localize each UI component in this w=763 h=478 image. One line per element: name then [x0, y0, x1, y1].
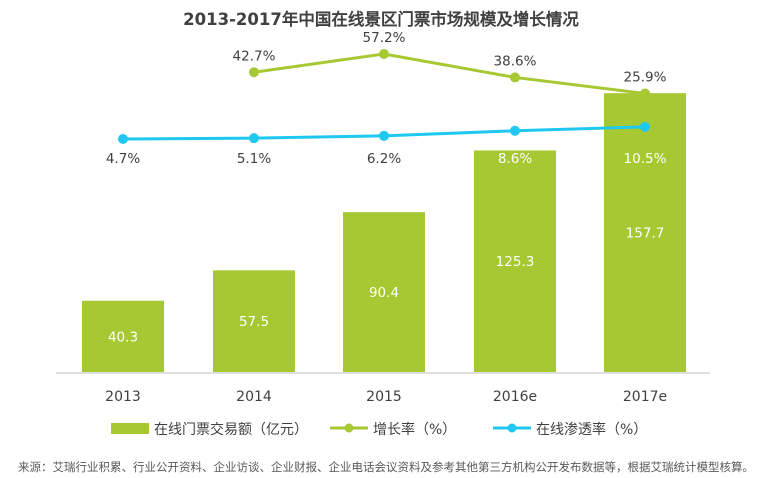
legend: 在线门票交易额（亿元） 增长率（%） 在线渗透率（%）	[111, 421, 647, 438]
growth-rate-point	[510, 72, 520, 83]
growth-rate-point	[249, 67, 259, 78]
legend-swatch-bar	[111, 423, 149, 434]
legend-label-growth: 增长率（%）	[373, 421, 456, 438]
legend-label-penetration: 在线渗透率（%）	[536, 421, 647, 438]
growth-rate-label: 42.7%	[233, 48, 276, 64]
legend-swatch-growth-point	[344, 423, 354, 433]
bar-2014	[213, 270, 295, 372]
growth-rate-line	[253, 52, 646, 95]
lines-layer	[118, 49, 650, 144]
x-tick-labels: 2013 2014 2015 2016e 2017e	[105, 389, 667, 405]
penetration-rate-point	[640, 121, 650, 132]
x-tick-label: 2016e	[493, 389, 537, 405]
bar-2017e	[604, 93, 686, 372]
penetration-rate-point	[118, 134, 128, 144]
penetration-rate-label: 6.2%	[367, 151, 401, 167]
penetration-rate-label: 8.6%	[498, 151, 532, 167]
bar-2013	[82, 300, 164, 372]
bar-2016e	[474, 150, 556, 372]
chart-title: 2013-2017年中国在线景区门票市场规模及增长情况	[183, 9, 579, 29]
labels-layer: 40.3 57.5 90.4 125.3 157.7 42.7% 57.2% 38.6% 25.…	[106, 30, 667, 345]
x-tick-label: 2014	[236, 389, 272, 405]
x-tick-label: 2017e	[623, 389, 667, 405]
growth-rate-point	[379, 49, 389, 59]
x-tick-label: 2013	[105, 389, 141, 405]
bar-value-label: 157.7	[626, 226, 665, 242]
bar-value-label: 40.3	[108, 329, 138, 345]
bar-value-label: 125.3	[496, 254, 535, 270]
penetration-rate-label: 4.7%	[106, 151, 140, 167]
penetration-rate-label: 5.1%	[237, 151, 271, 167]
penetration-rate-point	[249, 133, 259, 144]
legend-label-bar: 在线门票交易额（亿元）	[154, 421, 308, 438]
penetration-rate-point	[510, 125, 520, 136]
growth-rate-label: 38.6%	[494, 53, 537, 69]
legend-swatch-penetration-point	[507, 423, 517, 433]
bars-layer	[82, 93, 686, 372]
bar-value-label: 90.4	[369, 285, 399, 301]
bar-value-label: 57.5	[239, 314, 269, 330]
source-note: 来源：艾瑞行业积累、行业公开资料、企业访谈、企业财报、企业电话会议资料及参考其他…	[18, 460, 754, 474]
bar-2015	[343, 212, 425, 372]
growth-rate-label: 25.9%	[624, 69, 667, 85]
growth-rate-label: 57.2%	[363, 30, 406, 46]
growth-rate-point	[640, 88, 650, 99]
x-tick-label: 2015	[366, 389, 402, 405]
penetration-rate-label: 10.5%	[624, 151, 667, 167]
penetration-rate-point	[379, 130, 389, 141]
